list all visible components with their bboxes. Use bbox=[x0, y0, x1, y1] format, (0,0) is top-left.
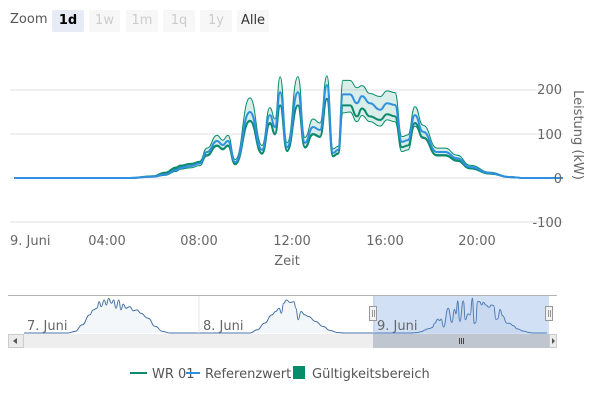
validity-range-high-line bbox=[14, 75, 563, 179]
navigator-series-line bbox=[23, 297, 199, 334]
zoom-1y-button[interactable]: 1y bbox=[200, 10, 232, 32]
x-tick-label: 08:00 bbox=[180, 234, 217, 249]
zoom-1m-button[interactable]: 1m bbox=[126, 10, 158, 32]
navigator-series-line bbox=[198, 299, 374, 334]
legend-label: Referenzwert bbox=[205, 367, 291, 382]
x-tick-label: 04:00 bbox=[88, 234, 125, 249]
y-tick-label: 0 bbox=[554, 172, 562, 187]
navigator-right-handle[interactable] bbox=[545, 306, 553, 321]
navigator-left-handle[interactable] bbox=[369, 306, 377, 321]
y-axis-title: Leistung (kW) bbox=[570, 90, 585, 180]
navigator-series-area bbox=[24, 298, 199, 333]
zoom-1d-button[interactable]: 1d bbox=[52, 10, 84, 32]
x-tick-label: 16:00 bbox=[366, 234, 403, 249]
legend-item-gueltigkeitsbereich[interactable]: Gültigkeitsbereich bbox=[293, 366, 430, 382]
navigator-label: 7. Juni bbox=[27, 319, 67, 334]
navigator-selection[interactable] bbox=[373, 296, 549, 334]
navigator-series-line bbox=[373, 297, 547, 334]
zoom-1w-button[interactable]: 1w bbox=[89, 10, 120, 32]
grip-icon bbox=[459, 338, 464, 344]
validity-range-area bbox=[14, 75, 563, 178]
zoom-1q-button[interactable]: 1q bbox=[163, 10, 195, 32]
legend-item-referenzwert[interactable]: Referenzwert bbox=[186, 367, 291, 382]
x-tick-label: 9. Juni bbox=[10, 234, 50, 249]
legend-item-wr01[interactable]: WR 01 bbox=[130, 367, 195, 382]
x-tick-label: 20:00 bbox=[458, 234, 495, 249]
navigator-label: 9. Juni bbox=[377, 319, 417, 334]
legend-square-icon bbox=[293, 366, 305, 379]
x-axis-title: Zeit bbox=[274, 254, 300, 269]
navigator-series-area bbox=[374, 298, 547, 333]
legend-label: WR 01 bbox=[152, 367, 195, 382]
arrow-left-icon bbox=[13, 338, 17, 344]
plot-area bbox=[14, 75, 563, 179]
x-tick-label: 12:00 bbox=[273, 234, 310, 249]
legend-label: Gültigkeitsbereich bbox=[312, 367, 430, 382]
zoom-all-button[interactable]: Alle bbox=[237, 10, 269, 32]
y-tick-label: 100 bbox=[537, 128, 562, 143]
y-tick-label: -100 bbox=[532, 216, 562, 231]
scrollbar[interactable] bbox=[8, 334, 557, 348]
y-tick-label: 200 bbox=[537, 83, 562, 98]
arrow-right-icon bbox=[552, 338, 555, 344]
navigator[interactable]: 7. Juni 8. Juni 9. Juni bbox=[8, 295, 557, 335]
navigator-label: 8. Juni bbox=[203, 319, 243, 334]
navigator-series-area bbox=[199, 300, 374, 333]
zoom-label: Zoom bbox=[10, 12, 48, 27]
series-line-referenzwert bbox=[14, 84, 563, 179]
